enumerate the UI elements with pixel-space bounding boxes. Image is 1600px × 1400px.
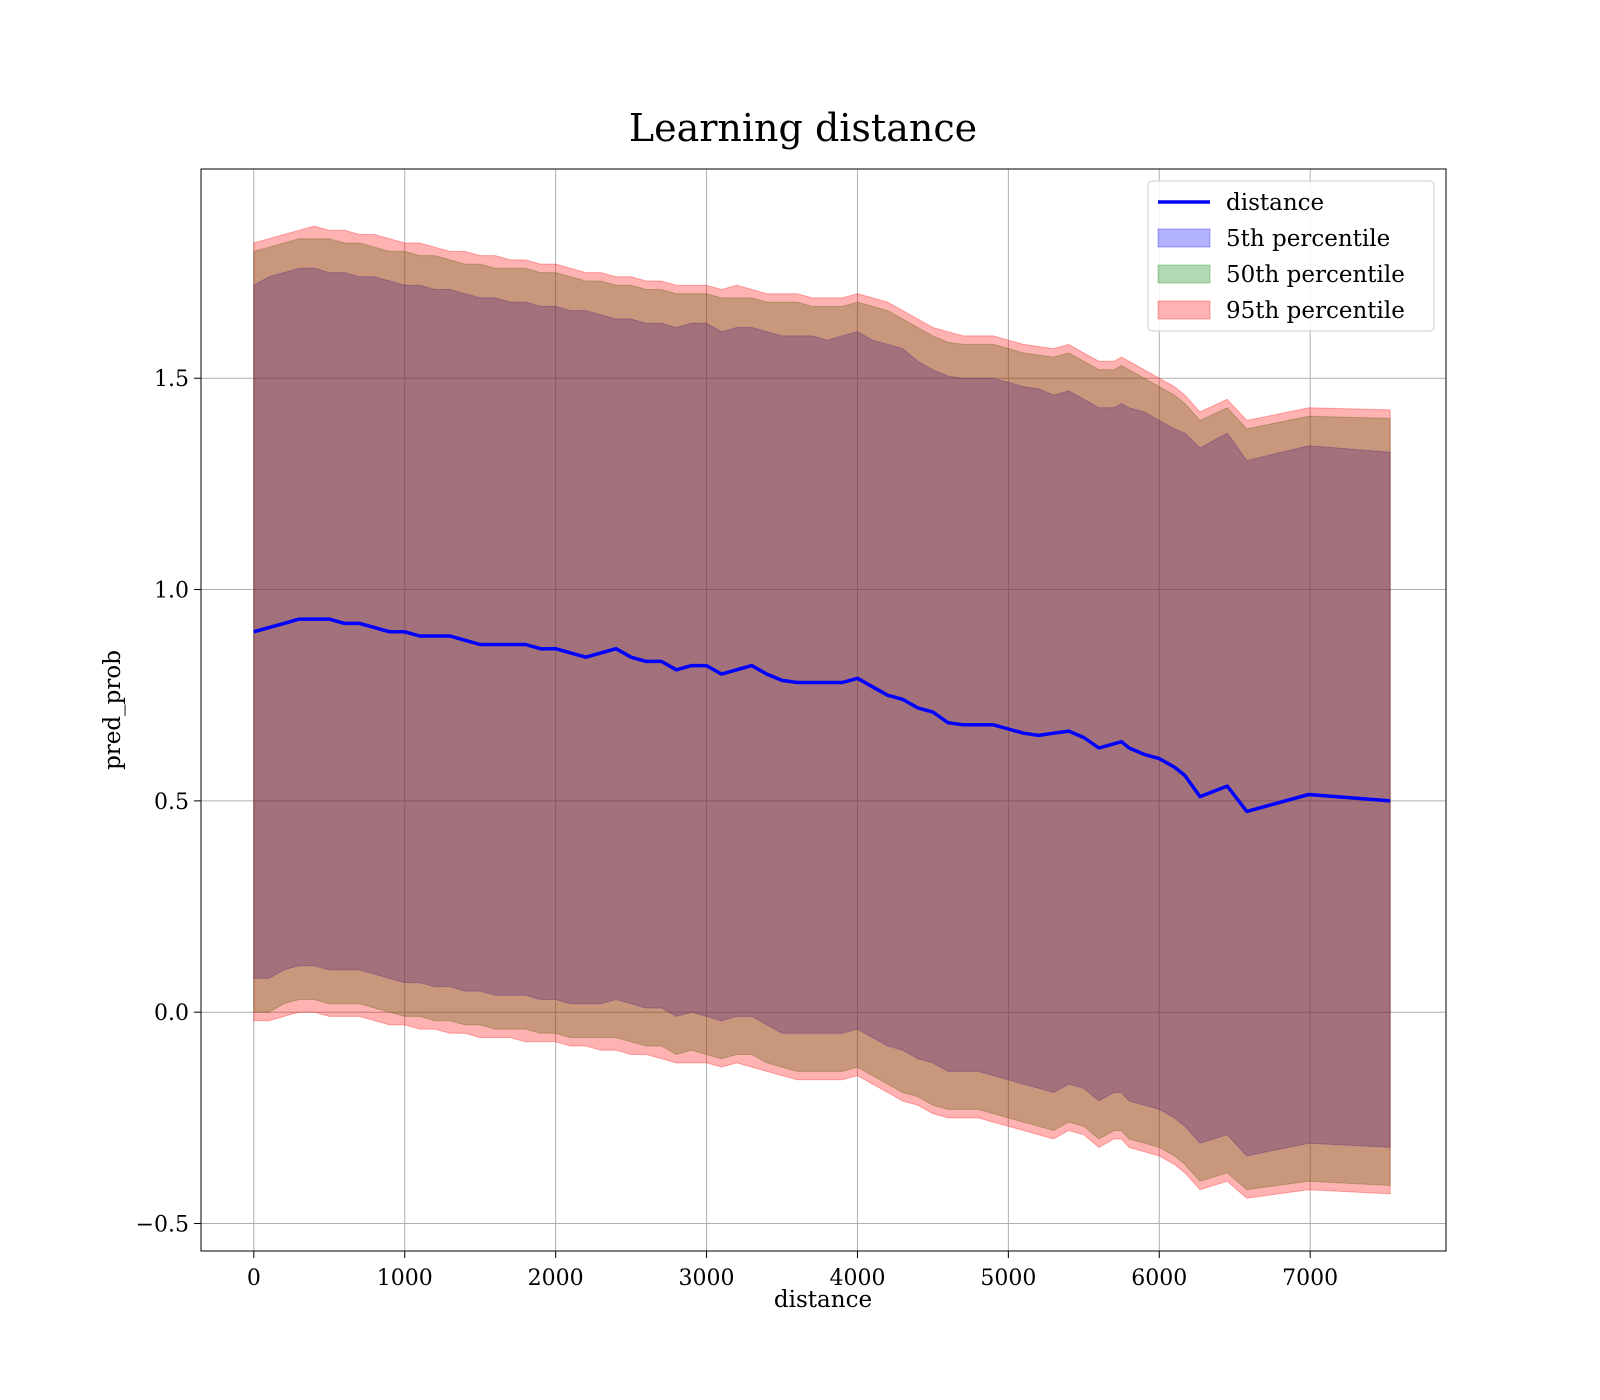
chart-title: Learning distance: [629, 106, 977, 150]
legend-box: [1147, 180, 1435, 332]
x-tick-label: 7000: [1282, 1266, 1338, 1291]
x-axis-label: distance: [774, 1287, 872, 1313]
line-distance: [253, 617, 1391, 814]
x-tick-label: 5000: [980, 1266, 1036, 1291]
legend-swatch: [1157, 300, 1211, 320]
legend-label: distance: [1226, 190, 1324, 216]
x-tick-label: 0: [247, 1266, 261, 1291]
band-95th-percentile: [253, 225, 1391, 1199]
legend-label: 95th percentile: [1226, 298, 1405, 324]
data-lines: [253, 617, 1391, 814]
legend: distance 5th percentile 50th percentile 95t…: [1147, 180, 1435, 332]
band-50th-percentile: [253, 238, 1391, 1191]
y-tick-label: 0.0: [154, 1001, 189, 1026]
legend-label: 5th percentile: [1226, 226, 1390, 252]
y-tick-label: 1.0: [154, 579, 189, 604]
y-tick-label: −0.5: [136, 1213, 189, 1238]
x-tick-label: 3000: [679, 1266, 735, 1291]
y-axis: −0.5 0.0 0.5 1.0 1.5: [136, 367, 201, 1238]
x-tick-label: 1000: [377, 1266, 433, 1291]
x-tick-label: 6000: [1131, 1266, 1187, 1291]
legend-swatch: [1157, 264, 1211, 284]
plot-frame: [200, 168, 1447, 1252]
y-tick-label: 1.5: [154, 367, 189, 392]
x-tick-label: 4000: [829, 1266, 885, 1291]
x-axis: 0 1000 2000 3000 4000 5000 6000 7000: [247, 1251, 1338, 1291]
legend-label: 50th percentile: [1226, 262, 1405, 288]
y-tick-label: 0.5: [154, 790, 189, 815]
legend-swatch: [1157, 228, 1211, 248]
y-axis-label: pred_prob: [100, 650, 126, 770]
percentile-bands: [253, 225, 1391, 1199]
band-5th-percentile: [253, 267, 1391, 1157]
x-tick-label: 2000: [528, 1266, 584, 1291]
